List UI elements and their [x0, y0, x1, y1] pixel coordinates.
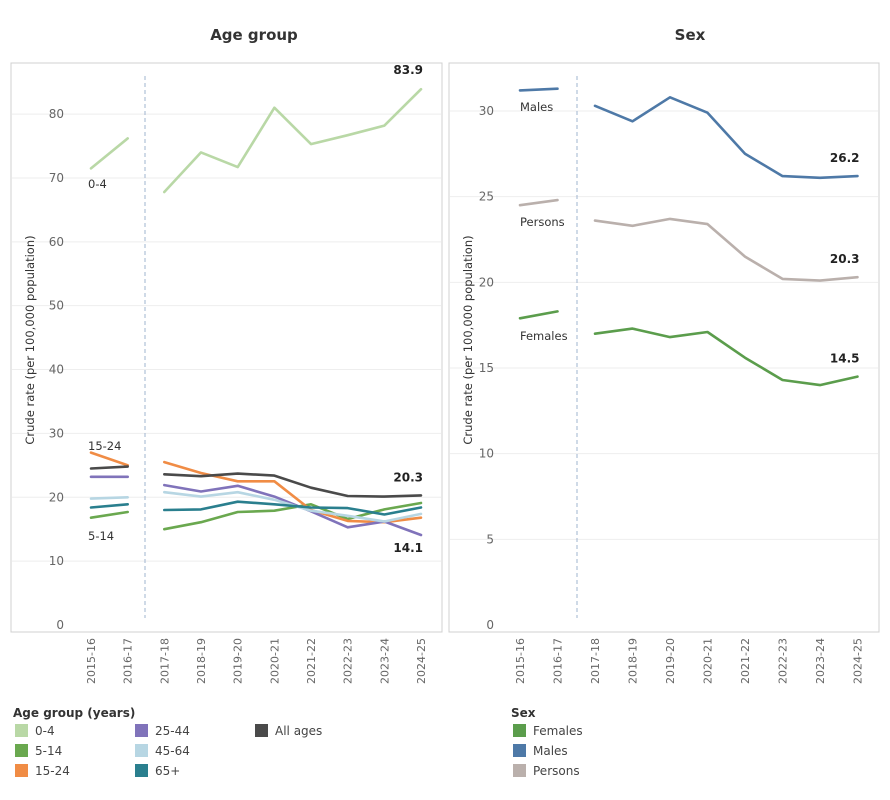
x-tick-label: 2017-18 [158, 638, 171, 684]
legend-entry: 25-44 [155, 724, 190, 738]
x-tick-label: 2022-23 [342, 638, 355, 684]
y-tick-label: 20 [49, 490, 64, 504]
end-value-label: 26.2 [830, 151, 860, 165]
legend-entry: Females [533, 724, 583, 738]
x-tick-label: 2017-18 [589, 638, 602, 684]
series-line-15-24 [89, 451, 129, 467]
y-axis-label: Crude rate (per 100,000 population) [23, 235, 37, 444]
legend-swatch [513, 744, 526, 757]
series-line-females [518, 310, 559, 320]
y-tick-label: 0 [486, 618, 494, 632]
series-line-65- [89, 503, 129, 509]
x-tick-label: 2019-20 [664, 638, 677, 684]
y-tick-label: 60 [49, 235, 64, 249]
legend-1: Sex Females Males Persons [511, 706, 583, 778]
y-tick-label: 15 [479, 361, 494, 375]
x-tick-label: 2020-21 [702, 638, 715, 684]
legend-entry: 45-64 [155, 744, 190, 758]
y-tick-label: 0 [56, 618, 64, 632]
x-tick-label: 2018-19 [627, 638, 640, 684]
x-tick-label: 2018-19 [195, 638, 208, 684]
legend-swatch [15, 724, 28, 737]
panel-title: Age group [210, 26, 298, 44]
y-tick-label: 25 [479, 190, 494, 204]
panel-0: Age group 0 10 20 30 40 50 60 70 80 Crude rate (pe… [10, 26, 443, 684]
legend-entry: 5-14 [35, 744, 62, 758]
end-value-label: 20.3 [830, 252, 860, 266]
legend-swatch [135, 744, 148, 757]
end-value-label: 14.1 [393, 541, 423, 555]
series-label: 5-14 [88, 529, 114, 543]
legend-entry: Males [533, 744, 568, 758]
legend-entry: Persons [533, 764, 580, 778]
series-line-0-4 [89, 137, 129, 170]
series-line-persons [593, 217, 859, 282]
legend-title: Age group (years) [13, 706, 135, 720]
x-tick-label: 2021-22 [739, 638, 752, 684]
x-tick-label: 2015-16 [514, 638, 527, 684]
legend-swatch [513, 764, 526, 777]
x-tick-label: 2022-23 [777, 638, 790, 684]
y-tick-label: 50 [49, 299, 64, 313]
series-line-females [593, 327, 859, 387]
legend-swatch [135, 724, 148, 737]
x-tick-label: 2020-21 [268, 638, 281, 684]
series-line-5-14 [89, 510, 129, 519]
series-label: 15-24 [88, 439, 121, 453]
x-tick-label: 2024-25 [415, 638, 428, 684]
series-line-65- [163, 500, 423, 516]
y-tick-label: 10 [479, 447, 494, 461]
x-tick-label: 2023-24 [378, 638, 391, 684]
series-label: Persons [520, 215, 565, 229]
series-label: Males [520, 100, 553, 114]
legend-title: Sex [511, 706, 536, 720]
legend-entry: All ages [275, 724, 322, 738]
end-value-label: 14.5 [830, 352, 860, 366]
legend-entry: 0-4 [35, 724, 55, 738]
legend-swatch [135, 764, 148, 777]
x-tick-label: 2015-16 [85, 638, 98, 684]
y-axis-label: Crude rate (per 100,000 population) [461, 235, 475, 444]
y-tick-label: 70 [49, 171, 64, 185]
legend-0: Age group (years) 0-4 5-14 15-24 25-44 45-64 6… [13, 706, 322, 778]
x-tick-label: 2021-22 [305, 638, 318, 684]
series-label: 0-4 [88, 177, 107, 191]
series-line-males [593, 96, 859, 180]
y-tick-label: 30 [479, 104, 494, 118]
x-tick-label: 2016-17 [122, 638, 135, 684]
legend-swatch [513, 724, 526, 737]
legend-swatch [15, 744, 28, 757]
series-line-45-64 [89, 496, 129, 500]
series-line-males [518, 87, 559, 92]
end-value-label: 20.3 [393, 470, 423, 484]
x-tick-label: 2024-25 [852, 638, 865, 684]
series-line-all-ages [163, 472, 423, 498]
y-tick-label: 30 [49, 426, 64, 440]
end-value-label: 83.9 [393, 63, 423, 77]
y-tick-label: 20 [479, 275, 494, 289]
panel-1: Sex 0 5 10 15 20 25 30 Crude rate (per 100,000 p… [448, 26, 880, 684]
series-line-5-14 [163, 501, 423, 531]
x-tick-label: 2023-24 [814, 638, 827, 684]
panel-frame [10, 62, 443, 633]
series-line-all-ages [89, 465, 129, 470]
x-tick-label: 2016-17 [552, 638, 565, 684]
series-line-persons [518, 198, 559, 207]
y-tick-label: 5 [486, 532, 494, 546]
x-tick-label: 2019-20 [232, 638, 245, 684]
legend-entry: 15-24 [35, 764, 70, 778]
legend-swatch [15, 764, 28, 777]
legend-swatch [255, 724, 268, 737]
panel-title: Sex [675, 26, 706, 44]
series-label: Females [520, 329, 568, 343]
panel-frame [448, 62, 880, 633]
y-tick-label: 10 [49, 554, 64, 568]
series-line-0-4 [163, 87, 423, 194]
y-tick-label: 80 [49, 107, 64, 121]
y-tick-label: 40 [49, 363, 64, 377]
legend-entry: 65+ [155, 764, 180, 778]
